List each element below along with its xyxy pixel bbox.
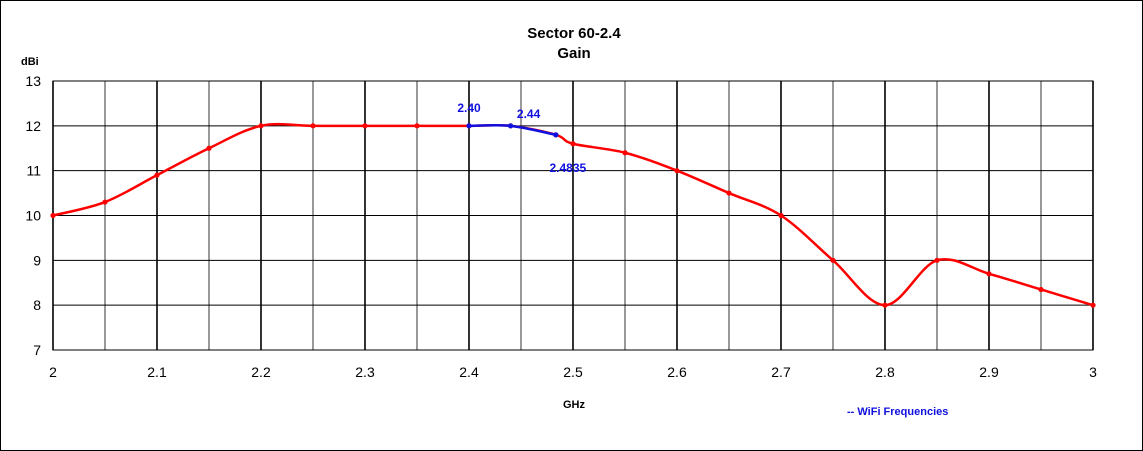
chart-title: Sector 60-2.4 [527,25,621,42]
gain-series-point [570,141,576,147]
y-tick-label: 10 [25,208,41,224]
gain-series-point [726,190,732,196]
gain-series-point [778,212,784,219]
y-axis-label: dBi [21,56,39,68]
grid [52,80,1094,351]
x-axis-label: GHz [563,399,586,411]
wifi-series-point [466,123,472,129]
gain-series-point [674,168,680,174]
gain-series-point [622,150,628,156]
legend-wifi-frequencies: -- WiFi Frequencies [847,406,948,418]
y-tick-label: 12 [25,118,41,134]
gain-series-point [50,212,56,219]
x-tick-label: 2.3 [355,364,375,380]
series-layer [50,122,1096,308]
gain-series-point [362,123,368,129]
gain-series-point [414,123,420,129]
gain-series-line [52,122,1094,307]
annotations: 2.40 2.44 2.4835 [457,101,586,175]
gain-series-point [986,271,992,277]
gain-series-point [934,257,940,263]
x-tick-label: 2.9 [979,364,999,380]
gain-series-point [1090,302,1096,308]
y-tick-label: 11 [26,163,41,179]
wifi-annotation-label: 2.44 [517,107,541,121]
y-tick-label: 8 [33,297,41,313]
wifi-annotation-label: 2.40 [457,101,481,115]
gain-series-point [102,199,108,205]
x-tick-label: 2.4 [459,364,479,380]
gain-series-point [310,123,316,129]
gain-series-point [206,145,212,151]
x-tick-label: 2.8 [875,364,895,380]
gain-series-point [882,302,888,308]
x-tick-label: 3 [1089,364,1097,380]
x-tick-label: 2.5 [563,364,583,380]
x-tick-label: 2.1 [147,364,167,380]
wifi-annotation-label: 2.4835 [549,161,586,175]
gain-series-point [258,123,264,129]
gain-series-point [1038,286,1044,293]
x-tick-label: 2.7 [771,364,791,380]
chart-subtitle: Gain [557,45,590,62]
x-tick-label: 2.2 [251,364,271,380]
gain-series-point [830,257,836,263]
x-tick-label: 2.6 [667,364,687,380]
x-tick-label: 2 [49,364,57,380]
tick-labels: 7 8 9 10 11 12 13 2 2.1 2.2 2.3 2.4 2.5 2.6 2.7 2.8 2.9 3 [25,73,1097,380]
y-tick-label: 13 [25,73,41,89]
wifi-series-point [508,123,514,129]
y-tick-label: 7 [33,342,41,358]
gain-series-point [154,172,160,178]
y-tick-label: 9 [33,252,41,268]
wifi-series-point [553,132,559,138]
